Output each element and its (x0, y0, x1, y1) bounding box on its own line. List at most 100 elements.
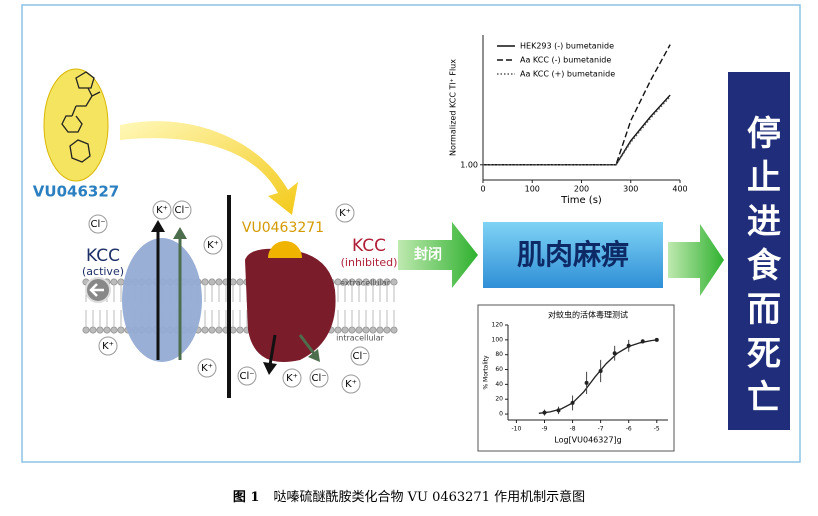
data-line (483, 96, 671, 166)
ion-label: K⁺ (201, 363, 213, 374)
x-tick-label: -7 (598, 426, 604, 433)
lipid-head (208, 278, 216, 286)
caption: 图 1 哒嗪硫醚酰胺类化合物 VU 0463271 作用机制示意图 (233, 489, 585, 505)
ions: Cl⁻ K⁺ Cl⁻ K⁺ K⁺ K⁺ K⁺ Cl⁻ K⁺ Cl⁻ Cl⁻ K⁺ (88, 200, 370, 394)
data-point (626, 343, 631, 348)
lipid-head (334, 278, 342, 286)
lipid-head (362, 326, 370, 334)
ion (335, 203, 355, 223)
chart-title: 对蚊虫的活体毒理测试 (548, 310, 628, 320)
lipid-head (362, 278, 370, 286)
ion-arrows (151, 220, 320, 375)
flow-arrow (668, 224, 724, 296)
caption-number: 图 1 (233, 490, 260, 505)
data-point (542, 410, 547, 415)
lipid-head (355, 278, 363, 286)
ion-label: K⁺ (156, 205, 168, 216)
lipid-head (96, 326, 104, 334)
flow-arrow (398, 222, 478, 288)
ion (197, 358, 217, 378)
y-tick-label: 120 (492, 322, 504, 329)
lipid-head (117, 326, 125, 334)
lipid-head (383, 326, 391, 334)
lipid-head (215, 326, 223, 334)
ion (88, 214, 108, 234)
ion (309, 368, 329, 388)
back-icon-arrow (89, 283, 104, 297)
kcc-active (122, 238, 202, 362)
lipid-head (110, 278, 118, 286)
lipid-head (201, 326, 209, 334)
inhibited-label: KCC (352, 236, 386, 256)
lipid-head (355, 326, 363, 334)
y-tick-label: 60 (495, 366, 503, 373)
x-axis-label: Time (s) (560, 195, 602, 206)
ion (350, 346, 370, 366)
compound-capsule (43, 68, 109, 182)
lipid-head (117, 278, 125, 286)
data-point (654, 337, 659, 342)
ion-label: Cl⁻ (239, 371, 254, 382)
lipid-head (348, 326, 356, 334)
lipid-head (348, 278, 356, 286)
effect-box (483, 222, 663, 288)
lipid-head (390, 278, 398, 286)
ion-label: K⁺ (286, 373, 298, 384)
lipid-head (334, 326, 342, 334)
data-point (556, 408, 561, 413)
legend-label: Aa KCC (+) bumetanide (520, 70, 615, 79)
data-point (584, 380, 589, 385)
data-point (570, 400, 575, 405)
x-tick-label: 200 (574, 185, 589, 194)
y-tick-label: 100 (492, 336, 504, 343)
x-tick-label: -8 (570, 426, 576, 433)
lipid-head (215, 278, 223, 286)
binding-arrow (120, 121, 298, 215)
ion-label: Cl⁻ (311, 373, 326, 384)
ion (203, 235, 223, 255)
outcome-box (728, 72, 790, 430)
inhibited-state: (inhibited) (341, 256, 398, 269)
ion-label: Cl⁻ (174, 205, 189, 216)
lipid-head (208, 326, 216, 334)
y-axis-label: % Mortality (483, 355, 490, 390)
lipid-head (89, 326, 97, 334)
inhibitor-site (268, 241, 302, 258)
figure-frame (21, 4, 801, 463)
inhibitor-label: VU0463271 (242, 220, 324, 236)
caption-text: 哒嗪硫醚酰胺类化合物 VU 0463271 作用机制示意图 (273, 489, 585, 505)
ion-label: K⁺ (339, 208, 351, 219)
lipid-head (369, 326, 377, 334)
kcc-inhibited (245, 248, 336, 362)
ion-label: Cl⁻ (352, 351, 367, 362)
y-tick-label: 20 (495, 396, 503, 403)
lipid-head (110, 326, 118, 334)
ion-label: K⁺ (345, 379, 357, 390)
molecule (61, 71, 101, 163)
intracellular-label: intracellular (336, 334, 385, 343)
data-point (640, 339, 645, 344)
data-point (612, 351, 617, 356)
ion-label: Cl⁻ (90, 219, 105, 230)
lipid-head (376, 326, 384, 334)
y-axis-label: Normalized KCC Tl⁺ Flux (449, 59, 458, 156)
ion-label: K⁺ (102, 341, 114, 352)
ion (98, 336, 118, 356)
lipid-head (341, 278, 349, 286)
lipid-head (376, 278, 384, 286)
y-tick-label: 40 (495, 381, 503, 388)
outcome-label: 停止进食而死亡 (741, 115, 781, 423)
extracellular-label: extracellular (340, 279, 391, 288)
x-tick-label: -6 (626, 426, 632, 433)
lipid-head (201, 278, 209, 286)
x-tick-label: -9 (541, 426, 547, 433)
lipid-head (390, 326, 398, 334)
lipid-head (383, 278, 391, 286)
compound-label: VU046327 (33, 183, 119, 201)
lipid-head (236, 326, 244, 334)
x-tick-label: 100 (525, 185, 540, 194)
lipid-head (82, 326, 90, 334)
arrow-label: 封闭 (414, 246, 442, 263)
x-tick-label: -10 (512, 426, 522, 433)
chart-frame (477, 304, 675, 452)
